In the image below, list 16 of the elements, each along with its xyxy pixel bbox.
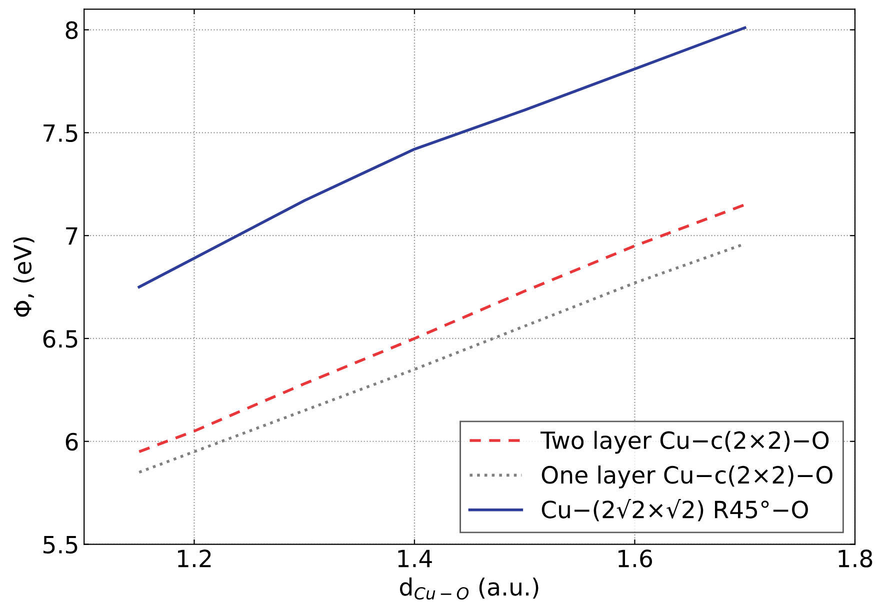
x-tick-label: 1.4 (398, 550, 432, 568)
y-tick-label: 6 (66, 432, 78, 451)
x-axis-title: d$_{Cu−O}$ (a.u.) (400, 578, 538, 600)
y-tick-label: 7 (66, 227, 78, 245)
x-tick-label: 1.8 (838, 550, 872, 568)
legend-label: Cu−(2√2×√2) R45°−O (542, 498, 808, 522)
y-tick-label: 7.5 (44, 124, 78, 142)
x-tick-label: 1.2 (178, 550, 211, 568)
y-tick-label: 5.5 (44, 536, 78, 554)
y-tick-label: 6.5 (43, 330, 78, 348)
line-series (138, 26, 746, 288)
y-axis-title: Φ, (eV) (13, 237, 34, 317)
legend-label: Two layer Cu−c(2×2)−O (540, 430, 829, 454)
legend-label: One layer Cu−c(2×2)−O (542, 466, 832, 488)
x-tick-label: 1.6 (618, 550, 652, 568)
y-tick-label: 8 (66, 21, 78, 40)
